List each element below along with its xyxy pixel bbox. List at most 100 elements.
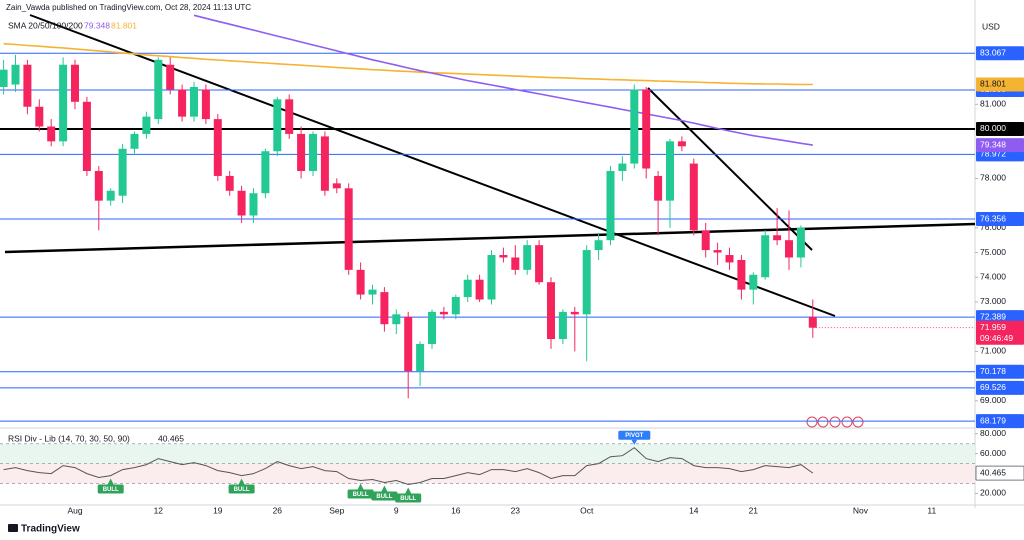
sma-value-label-box	[976, 77, 1024, 92]
candle-body	[273, 99, 282, 152]
x-tick-label: 16	[451, 505, 461, 515]
candle-body	[677, 141, 686, 147]
y-tick-label: 74.000	[980, 272, 1006, 282]
candle-body	[368, 289, 377, 295]
signal-label: BULL	[103, 487, 119, 493]
signal-badge	[371, 491, 398, 501]
sma-line	[193, 14, 813, 146]
trend-line	[4, 222, 976, 254]
level-label-box	[976, 310, 1024, 325]
current-price: 71.959	[980, 322, 1006, 332]
sma-value-label: 79.348	[980, 139, 1006, 149]
y-tick-label: 73.000	[980, 296, 1006, 306]
candle-body	[606, 171, 615, 241]
signal-label: PIVOT	[625, 433, 643, 439]
signal-badge	[395, 493, 422, 503]
trend-line	[647, 87, 813, 251]
candle-body	[713, 250, 722, 253]
signal-pointer	[107, 478, 114, 485]
x-tick-label: Nov	[853, 505, 869, 515]
signal-pointer	[405, 487, 412, 494]
y-tick-label: 78.000	[980, 173, 1006, 183]
candle-body	[23, 64, 32, 107]
level-label-box	[976, 414, 1024, 429]
sma-line	[3, 42, 813, 86]
candle-body	[547, 282, 555, 340]
level-label: 80.000	[980, 123, 1006, 133]
candle-body	[439, 311, 448, 315]
candle-body	[380, 292, 389, 325]
candle-body	[558, 311, 567, 340]
rsi-tick-label: 60.000	[980, 448, 1006, 458]
x-tick-label: 12	[154, 505, 164, 515]
candle-body	[404, 316, 413, 372]
signal-badge	[228, 484, 255, 494]
candle-body	[261, 151, 270, 194]
rsi-value-label: 40.465	[980, 467, 1006, 477]
candle-body	[59, 64, 68, 142]
y-tick-label: 81.000	[980, 99, 1006, 109]
logo-text: TradingView	[21, 524, 80, 535]
level-label: 70.178	[980, 366, 1006, 376]
indicator-label: SMA 20/50/100/200	[8, 20, 83, 30]
candle-body	[249, 193, 258, 216]
trend-line	[29, 14, 836, 317]
candle-body	[237, 190, 246, 216]
signal-pointer	[238, 478, 245, 485]
candle-body	[225, 175, 234, 191]
signal-badge	[618, 430, 651, 440]
candle-body	[749, 274, 758, 290]
y-tick-label: 69.000	[980, 395, 1006, 405]
x-tick-label: 21	[749, 505, 759, 515]
level-label: 68.179	[980, 415, 1006, 425]
candle-body	[428, 311, 436, 344]
candle-body	[0, 69, 8, 87]
candle-body	[11, 64, 20, 85]
candle-body	[106, 190, 115, 201]
x-tick-label: Oct	[580, 505, 594, 515]
rsi-band-upper	[0, 443, 975, 464]
x-tick-label: 9	[394, 505, 399, 515]
legend-value: 79.348	[84, 20, 110, 30]
candle-body	[689, 163, 698, 231]
candle-body	[666, 141, 674, 201]
candle-body	[642, 89, 651, 169]
candle-body	[773, 235, 782, 241]
x-tick-label: Sep	[329, 505, 344, 515]
signal-pointer	[631, 439, 638, 445]
logo: TradingView	[8, 524, 80, 535]
rsi-legend-value: 40.465	[158, 433, 184, 443]
candle-body	[320, 136, 329, 191]
legend-value: 81.801	[111, 20, 137, 30]
currency: USD	[982, 21, 1000, 31]
candle-body	[808, 316, 817, 328]
x-tick-label: 19	[213, 505, 223, 515]
candle-body	[166, 64, 175, 90]
candle-body	[332, 183, 341, 189]
level-label-box	[976, 46, 1024, 61]
signal-label: BULL	[234, 487, 250, 493]
sma-value-label: 81.801	[980, 79, 1006, 89]
level-label-box	[976, 121, 1024, 136]
candle-body	[130, 133, 139, 149]
x-tick-label: 26	[273, 505, 283, 515]
candle-body	[356, 269, 365, 295]
level-label: 83.067	[980, 47, 1006, 57]
level-label-box	[976, 380, 1024, 395]
candle-body	[630, 89, 639, 164]
signal-label: BULL	[353, 492, 369, 498]
x-tick-label: 14	[689, 505, 699, 515]
rsi-value-box	[975, 465, 1024, 481]
rsi-tick-label: 80.000	[980, 428, 1006, 438]
rsi-band-lower	[0, 463, 975, 484]
candle-body	[737, 259, 746, 290]
y-tick-label: 71.000	[980, 346, 1006, 356]
candle-body	[535, 245, 544, 283]
candle-body	[451, 297, 460, 315]
candle-body	[35, 106, 44, 127]
candle-body	[142, 116, 151, 134]
candle-body	[47, 126, 56, 142]
level-label-box	[976, 212, 1024, 227]
x-tick-label: 23	[511, 505, 521, 515]
